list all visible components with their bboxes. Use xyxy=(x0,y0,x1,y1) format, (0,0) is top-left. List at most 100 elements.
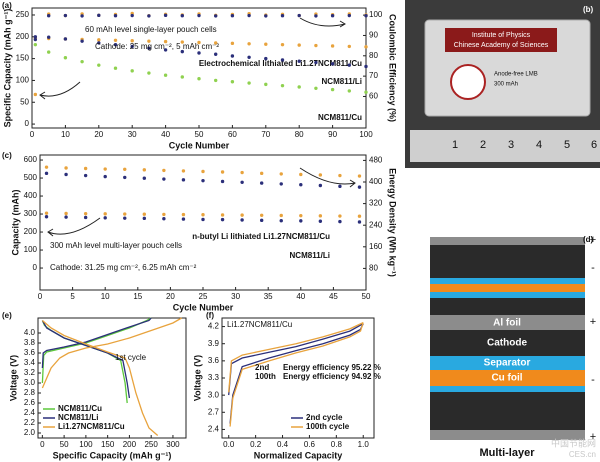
data-point xyxy=(214,41,218,45)
data-point xyxy=(264,56,268,61)
y-tick-label: 50 xyxy=(20,97,29,106)
data-point xyxy=(83,215,88,220)
data-point xyxy=(33,37,38,42)
legend-label: 2nd cycle xyxy=(306,413,343,422)
data-point xyxy=(279,172,283,176)
data-point xyxy=(64,172,68,177)
schematic-panel: Al foil Cathode Separator Cu foil Multi-… xyxy=(430,234,596,459)
data-point xyxy=(162,177,166,181)
x-tick-label: 150 xyxy=(101,440,115,449)
y-tick-label: 2.2 xyxy=(24,418,36,427)
y2-tick-label: 160 xyxy=(369,242,383,251)
data-point xyxy=(197,40,201,45)
data-point xyxy=(197,76,201,81)
x-tick-label: 35 xyxy=(264,292,273,301)
cell-text: Anode-free LMB xyxy=(494,72,538,78)
annotation: Energy efficiency 95.22 % xyxy=(283,363,381,372)
panel-label: (e) xyxy=(2,311,12,320)
data-point xyxy=(130,69,134,73)
x-tick-label: 70 xyxy=(261,130,270,139)
data-point xyxy=(97,38,101,42)
schematic-title: Multi-layer xyxy=(479,447,535,459)
y-tick-label: 300 xyxy=(24,209,38,218)
x-tick-label: 200 xyxy=(123,440,137,449)
y-tick-label: 2.8 xyxy=(24,388,36,397)
data-point xyxy=(330,62,335,66)
data-point xyxy=(162,168,166,173)
polarity: + xyxy=(590,431,596,443)
data-point xyxy=(297,13,301,18)
data-point xyxy=(163,73,168,77)
data-point xyxy=(338,173,342,178)
layer xyxy=(430,278,585,284)
layer-label: Cathode xyxy=(487,338,527,349)
panel-label: (b) xyxy=(583,5,594,14)
data-point xyxy=(80,59,84,64)
y-tick-label: 100 xyxy=(16,76,30,85)
y2-tick-label: 320 xyxy=(369,199,383,208)
x-tick-label: 30 xyxy=(128,130,137,139)
data-point xyxy=(279,219,283,223)
data-point xyxy=(142,168,147,172)
x-tick-label: 250 xyxy=(144,440,158,449)
data-point xyxy=(163,48,168,52)
y-tick-label: 3.9 xyxy=(208,339,220,348)
y2-tick-label: 400 xyxy=(369,177,383,186)
x-tick-label: 5 xyxy=(70,292,75,301)
data-point xyxy=(123,216,127,220)
data-point xyxy=(280,14,285,18)
data-point xyxy=(201,217,205,222)
x-tick-label: 25 xyxy=(199,292,208,301)
data-point xyxy=(113,42,118,47)
data-point xyxy=(44,211,49,215)
data-point xyxy=(97,13,101,18)
y-tick-label: 3.8 xyxy=(24,338,36,347)
y2-axis-label: Coulombic Efficiency (%) xyxy=(388,14,398,122)
annotation: Cathode: 25 mg cm⁻², 5 mAh cm⁻² xyxy=(95,42,219,51)
y-tick-label: 3.4 xyxy=(24,358,36,367)
data-point xyxy=(259,213,264,217)
layer xyxy=(430,292,585,298)
x-tick-label: 20 xyxy=(166,292,175,301)
y-tick-label: 3.3 xyxy=(208,373,220,382)
x-tick-label: 30 xyxy=(231,292,240,301)
data-point xyxy=(130,44,134,49)
data-point xyxy=(64,211,68,216)
label-line: Institute of Physics xyxy=(472,32,531,39)
data-point xyxy=(347,63,351,67)
data-point xyxy=(113,14,118,18)
x-tick-label: 0 xyxy=(40,440,45,449)
data-point xyxy=(220,170,225,174)
data-line xyxy=(228,322,364,427)
data-point xyxy=(47,35,51,39)
data-point xyxy=(299,213,303,218)
y-tick-label: 3.6 xyxy=(24,348,36,357)
data-point xyxy=(357,174,362,178)
polarity: + xyxy=(590,234,596,246)
y-tick-label: 600 xyxy=(24,155,38,164)
x-axis-label: Cycle Number xyxy=(169,140,230,150)
annotation: 60 mAh level single-layer pouch cells xyxy=(85,25,217,34)
data-point xyxy=(230,41,235,46)
x-tick-label: 0.2 xyxy=(250,440,262,449)
y2-tick-label: 70 xyxy=(369,71,378,80)
data-point xyxy=(147,71,151,75)
layer xyxy=(430,370,585,386)
data-point xyxy=(123,175,127,180)
data-point xyxy=(201,213,205,217)
data-point xyxy=(299,183,303,187)
y2-tick-label: 80 xyxy=(369,51,378,60)
data-point xyxy=(318,173,323,177)
data-point xyxy=(279,213,283,218)
x-tick-label: 0.8 xyxy=(331,440,343,449)
y-tick-label: 2.6 xyxy=(24,398,36,407)
data-point xyxy=(113,38,118,42)
ruler-number: 3 xyxy=(508,139,514,151)
data-point xyxy=(142,212,147,216)
data-point xyxy=(181,169,186,173)
legend-label: NCM811/Cu xyxy=(58,404,102,413)
data-point xyxy=(330,87,335,92)
y-tick-label: 3.2 xyxy=(24,368,36,377)
ruler xyxy=(410,130,600,162)
logo xyxy=(450,64,486,100)
